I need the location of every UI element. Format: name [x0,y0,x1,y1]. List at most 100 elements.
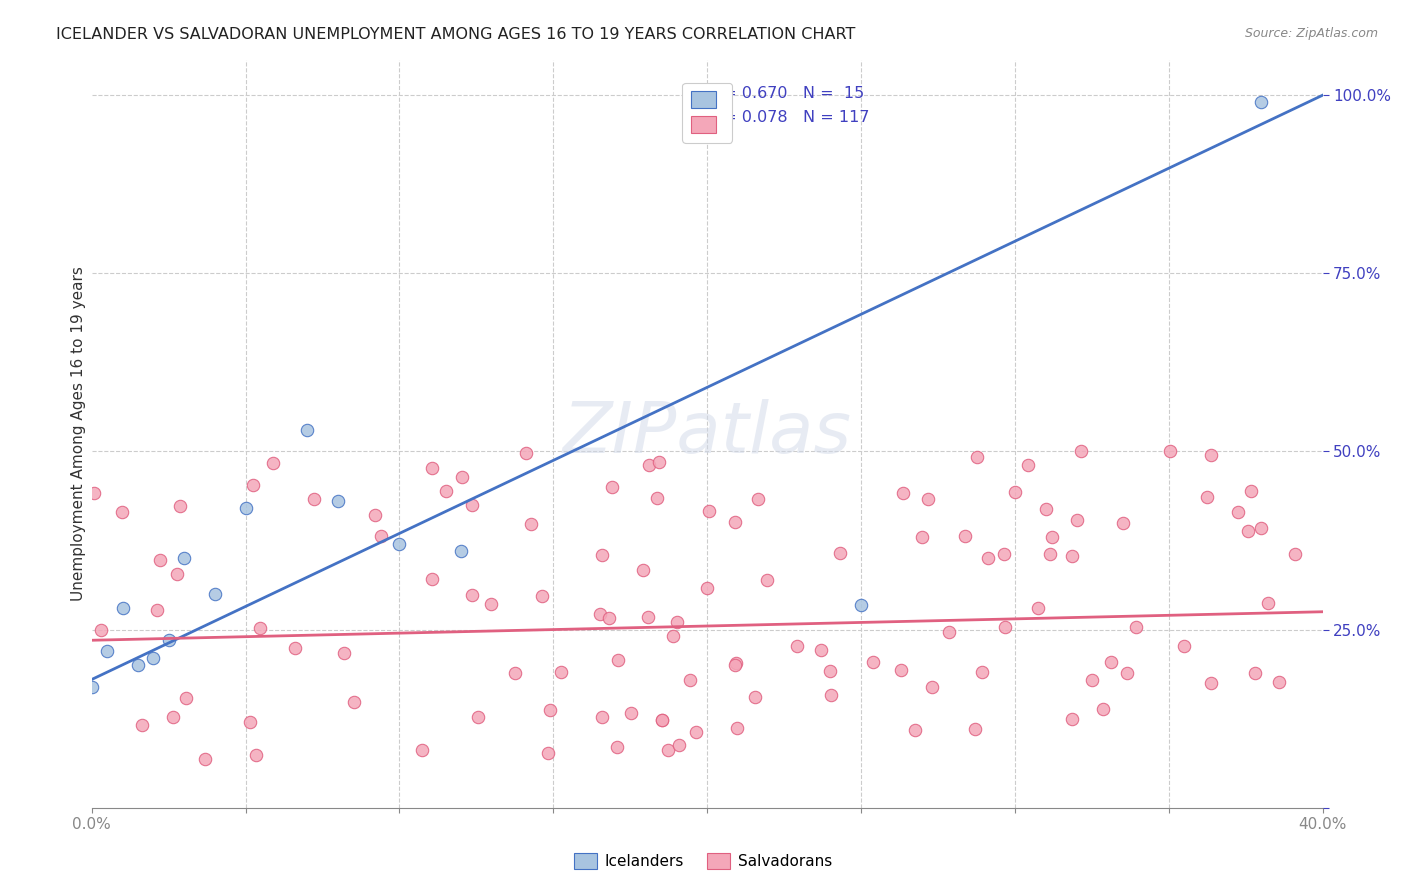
Salvadorans [536,746,558,760]
Salvadorans [963,723,986,737]
Icelanders [1250,95,1272,110]
Salvadorans [966,450,988,465]
Salvadorans [651,713,673,727]
Salvadorans [333,646,356,660]
Salvadorans [1197,490,1219,504]
Salvadorans [747,491,769,506]
Salvadorans [111,505,134,519]
Salvadorans [467,710,489,724]
Icelanders [235,501,257,516]
Salvadorans [589,607,612,621]
Salvadorans [194,752,217,766]
Salvadorans [651,713,673,727]
Icelanders [173,551,195,566]
Salvadorans [755,573,778,587]
Salvadorans [820,688,842,702]
Salvadorans [166,567,188,582]
Text: ZIPatlas: ZIPatlas [562,399,852,468]
Salvadorans [637,610,659,624]
Salvadorans [662,629,685,643]
Salvadorans [633,563,655,577]
Salvadorans [284,640,307,655]
Salvadorans [828,546,851,560]
Salvadorans [1017,458,1039,472]
Salvadorans [146,603,169,617]
Salvadorans [891,486,914,500]
Salvadorans [1226,505,1249,519]
Salvadorans [461,588,484,602]
Salvadorans [598,611,620,625]
Salvadorans [679,673,702,687]
Salvadorans [1268,674,1291,689]
Salvadorans [370,529,392,543]
Salvadorans [1116,665,1139,680]
Salvadorans [1257,596,1279,610]
Salvadorans [911,530,934,544]
Salvadorans [1026,601,1049,615]
Salvadorans [904,723,927,737]
Salvadorans [917,491,939,506]
Salvadorans [666,615,689,629]
Salvadorans [302,491,325,506]
Salvadorans [531,589,554,603]
Salvadorans [1159,444,1181,458]
Salvadorans [1173,639,1195,653]
Salvadorans [1066,513,1088,527]
Salvadorans [724,657,747,671]
Salvadorans [149,553,172,567]
Text: R = 0.078   N = 117: R = 0.078 N = 117 [707,111,870,126]
Salvadorans [520,516,543,531]
Salvadorans [1244,665,1267,680]
Legend: Icelanders, Salvadorans: Icelanders, Salvadorans [568,847,838,875]
Salvadorans [645,491,668,505]
Salvadorans [1101,656,1123,670]
Salvadorans [648,455,671,469]
Salvadorans [638,458,661,472]
Text: ICELANDER VS SALVADORAN UNEMPLOYMENT AMONG AGES 16 TO 19 YEARS CORRELATION CHART: ICELANDER VS SALVADORAN UNEMPLOYMENT AMO… [56,27,856,42]
Salvadorans [725,721,748,735]
Salvadorans [420,573,443,587]
Salvadorans [238,714,260,729]
Salvadorans [696,581,718,595]
Salvadorans [1250,521,1272,535]
Salvadorans [131,718,153,732]
Salvadorans [450,469,472,483]
Salvadorans [977,551,1000,566]
Salvadorans [1039,547,1062,561]
Salvadorans [162,710,184,724]
Salvadorans [668,738,690,752]
Salvadorans [420,460,443,475]
Salvadorans [921,681,943,695]
Salvadorans [1236,524,1258,538]
Salvadorans [503,665,526,680]
Salvadorans [169,500,191,514]
Salvadorans [262,456,284,470]
Salvadorans [1035,501,1057,516]
Icelanders [80,680,103,694]
Salvadorans [606,739,628,754]
Salvadorans [174,691,197,706]
Salvadorans [1060,712,1083,726]
Salvadorans [249,621,271,635]
Salvadorans [515,446,537,460]
Salvadorans [890,663,912,677]
Salvadorans [1062,549,1084,563]
Salvadorans [1284,547,1306,561]
Salvadorans [810,642,832,657]
Icelanders [96,644,118,658]
Salvadorans [938,624,960,639]
Salvadorans [411,743,433,757]
Salvadorans [620,706,643,720]
Salvadorans [1240,484,1263,499]
Salvadorans [994,620,1017,634]
Legend: , : , [682,83,733,143]
Salvadorans [242,478,264,492]
Salvadorans [697,504,720,518]
Icelanders [450,544,472,558]
Salvadorans [538,703,561,717]
Salvadorans [607,652,630,666]
Salvadorans [1081,673,1104,687]
Text: R = 0.670   N =  15: R = 0.670 N = 15 [707,86,865,101]
Salvadorans [1112,516,1135,530]
Salvadorans [364,508,387,522]
